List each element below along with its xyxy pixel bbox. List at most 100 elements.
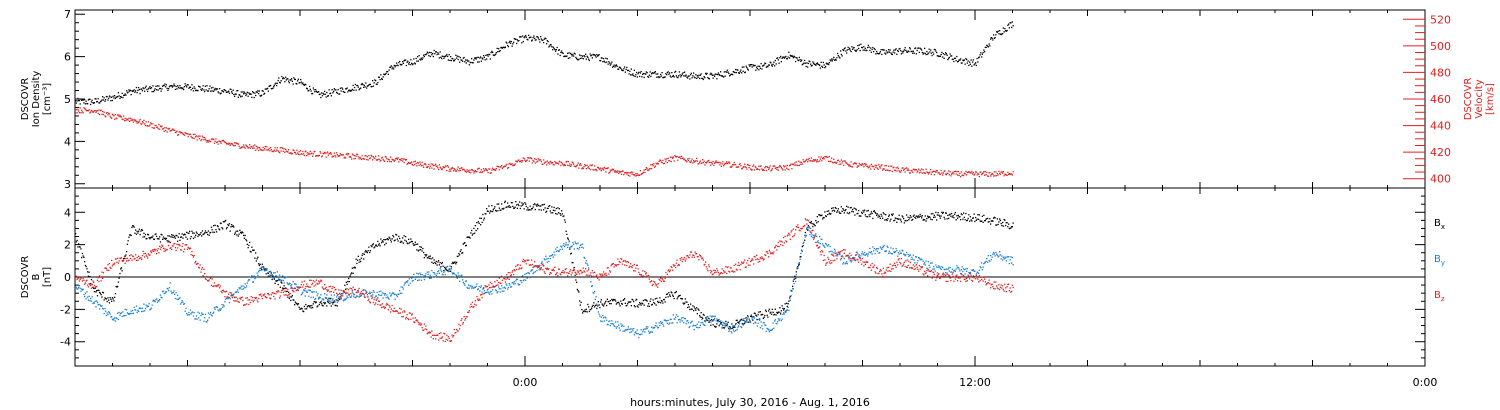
velocity-point: [356, 153, 358, 155]
velocity-point: [436, 165, 438, 167]
velocity-point: [308, 152, 310, 154]
density-point: [226, 91, 228, 93]
velocity-point: [909, 172, 911, 174]
velocity-point: [194, 133, 196, 135]
velocity-point: [587, 167, 589, 169]
by-point: [656, 325, 658, 327]
by-point: [240, 287, 242, 289]
velocity-point: [628, 172, 630, 174]
velocity-point: [892, 167, 894, 169]
by-point: [659, 324, 661, 327]
density-point: [693, 72, 695, 74]
bx-point: [87, 271, 89, 273]
by-point: [414, 276, 416, 278]
bx-point: [689, 308, 691, 311]
velocity-point: [713, 164, 715, 166]
velocity-point: [960, 176, 962, 178]
bx-point: [851, 210, 853, 213]
density-point: [726, 69, 728, 71]
density-point: [987, 46, 989, 48]
density-point: [491, 50, 493, 52]
velocity-point: [325, 156, 327, 158]
by-point: [354, 297, 356, 299]
by-point: [443, 271, 445, 273]
bx-point: [407, 243, 409, 245]
velocity-point: [904, 171, 906, 173]
bx-point: [747, 315, 749, 317]
density-point: [116, 96, 118, 98]
velocity-point: [303, 153, 305, 155]
by-point: [552, 254, 554, 256]
density-point: [454, 58, 456, 61]
velocity-point: [241, 146, 243, 148]
by-point: [159, 299, 161, 301]
density-point: [259, 95, 261, 97]
by-point: [209, 313, 211, 315]
bx-point: [303, 310, 305, 313]
by-point: [723, 322, 725, 324]
velocity-point: [546, 160, 548, 162]
density-point: [579, 54, 581, 56]
velocity-point: [590, 168, 592, 171]
velocity-point: [332, 155, 334, 157]
by-point: [566, 244, 568, 246]
by-point: [647, 326, 649, 328]
by-point: [748, 318, 750, 320]
density-point: [960, 62, 962, 64]
bx-point: [453, 261, 455, 264]
by-point: [114, 320, 117, 322]
density-point: [374, 79, 376, 81]
density-point: [709, 73, 711, 76]
bx-point: [690, 303, 692, 305]
bx-point: [934, 216, 936, 218]
bx-point: [210, 231, 212, 234]
bx-point: [348, 277, 350, 280]
velocity-point: [811, 160, 813, 162]
velocity-point: [340, 154, 342, 156]
by-point: [134, 309, 136, 311]
bx-point: [375, 244, 377, 246]
by-point: [428, 271, 430, 273]
by-point: [125, 314, 127, 317]
velocity-point: [638, 174, 640, 176]
by-point: [241, 288, 243, 290]
bx-point: [954, 213, 956, 215]
velocity-point: [419, 161, 421, 163]
bx-point: [552, 209, 554, 211]
velocity-point: [690, 161, 692, 164]
density-point: [262, 90, 264, 92]
bx-point: [906, 214, 908, 216]
by-point: [351, 291, 353, 293]
bx-point: [306, 306, 308, 308]
by-point: [399, 292, 401, 294]
density-point: [303, 83, 305, 86]
bx-point: [444, 268, 446, 270]
density-point: [871, 48, 873, 51]
velocity-point: [186, 133, 189, 135]
velocity-point: [381, 156, 383, 158]
velocity-point: [582, 167, 584, 170]
bx-point: [996, 224, 998, 226]
density-point: [435, 51, 437, 53]
density-point: [345, 88, 347, 90]
by-point: [612, 323, 614, 325]
by-point: [477, 288, 479, 290]
density-point: [717, 74, 719, 76]
density-point: [988, 43, 990, 45]
by-point: [93, 302, 96, 304]
density-point: [795, 60, 797, 63]
density-point: [540, 36, 542, 38]
by-point: [225, 298, 227, 300]
density-point: [936, 51, 938, 54]
bx-point: [235, 230, 237, 232]
by-point: [339, 293, 341, 295]
density-point: [385, 72, 387, 74]
by-point: [156, 301, 159, 303]
velocity-point: [96, 110, 98, 112]
bx-point: [723, 327, 725, 329]
velocity-point: [421, 161, 423, 163]
velocity-point: [138, 122, 140, 124]
by-point: [684, 318, 686, 320]
density-point: [555, 49, 557, 51]
velocity-point: [717, 162, 719, 164]
